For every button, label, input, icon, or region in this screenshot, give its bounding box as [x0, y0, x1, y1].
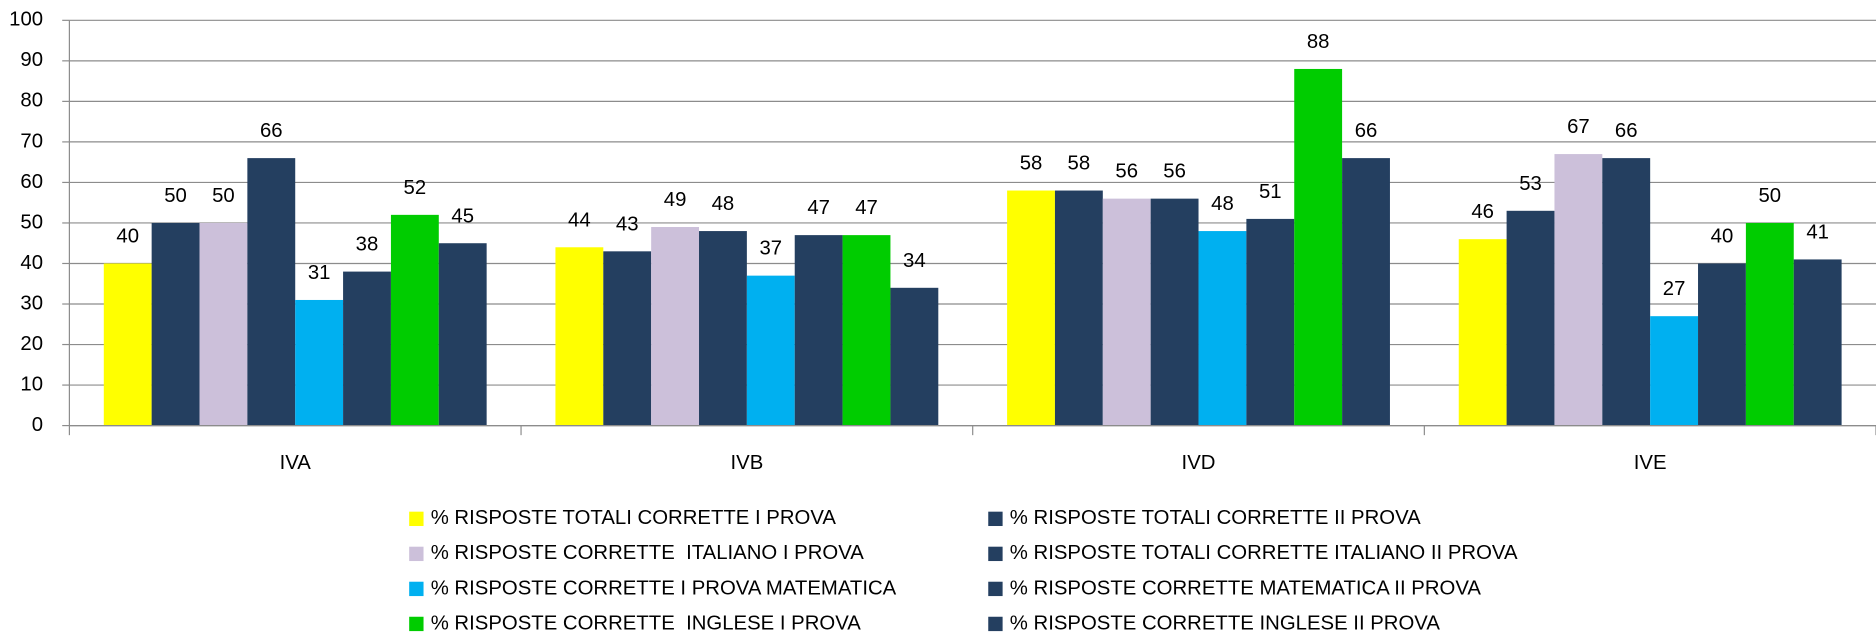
y-tick-label: 60 — [20, 171, 43, 193]
y-tick-label: 30 — [20, 292, 43, 314]
legend-label: % RISPOSTE TOTALI CORRETTE ITALIANO II P… — [1010, 542, 1518, 564]
legend-label: % RISPOSTE CORRETTE INGLESE II PROVA — [1010, 612, 1441, 634]
x-tick-label: IVB — [730, 452, 763, 474]
data-label: 45 — [451, 205, 474, 227]
data-label: 58 — [1068, 153, 1091, 175]
bar — [1745, 222, 1794, 426]
bar — [699, 231, 747, 426]
bar — [651, 227, 700, 426]
bar — [1602, 158, 1651, 426]
bar — [199, 222, 248, 426]
data-label: 38 — [356, 234, 379, 256]
legend-swatch — [988, 511, 1003, 527]
bar — [1650, 316, 1699, 426]
bar — [103, 263, 152, 426]
data-label: 46 — [1471, 201, 1494, 223]
y-tick-label: 0 — [32, 414, 43, 436]
bar — [1007, 190, 1055, 426]
data-label: 47 — [807, 197, 830, 219]
bar — [1246, 218, 1295, 426]
bar — [1342, 158, 1390, 426]
legend-swatch — [409, 581, 424, 597]
bar — [1294, 68, 1343, 426]
data-label: 27 — [1663, 278, 1686, 300]
data-label: 51 — [1259, 181, 1282, 203]
y-tick-label: 40 — [20, 252, 43, 274]
data-label: 52 — [404, 177, 427, 199]
y-tick-label: 100 — [9, 9, 43, 31]
data-label: 56 — [1163, 161, 1186, 183]
bar — [1198, 231, 1247, 426]
data-label: 88 — [1307, 31, 1330, 53]
bar — [343, 271, 391, 426]
bar — [842, 235, 891, 426]
legend-swatch — [988, 616, 1003, 632]
data-label: 44 — [568, 209, 591, 231]
data-label: 34 — [903, 250, 926, 272]
data-label: 66 — [1615, 120, 1638, 142]
legend-swatch — [409, 546, 424, 562]
data-label: 41 — [1806, 222, 1829, 244]
bar — [247, 158, 296, 426]
legend-swatch — [988, 581, 1003, 597]
bar — [1102, 198, 1151, 426]
y-tick-label: 20 — [20, 333, 43, 355]
data-label: 40 — [1711, 226, 1734, 248]
data-label: 50 — [212, 185, 235, 207]
bar — [295, 299, 344, 426]
bar — [1054, 190, 1103, 426]
bar — [1793, 259, 1842, 426]
data-label: 49 — [664, 189, 687, 211]
bar — [890, 287, 939, 426]
legend-label: % RISPOSTE CORRETTE MATEMATICA II PROVA — [1010, 577, 1482, 599]
data-label: 58 — [1020, 153, 1043, 175]
data-label: 47 — [855, 197, 878, 219]
legend-label: % RISPOSTE TOTALI CORRETTE II PROVA — [1010, 507, 1421, 529]
bar — [151, 222, 200, 426]
legend-swatch — [409, 616, 424, 632]
bar — [1698, 263, 1746, 426]
bar — [438, 243, 487, 426]
x-tick-label: IVA — [280, 452, 312, 474]
bar — [1554, 154, 1603, 426]
data-label: 53 — [1519, 173, 1542, 195]
data-label: 43 — [616, 213, 639, 235]
bar — [390, 214, 439, 426]
data-label: 66 — [260, 120, 283, 142]
data-label: 66 — [1355, 120, 1378, 142]
x-tick-label: IVD — [1182, 452, 1216, 474]
data-label: 67 — [1567, 116, 1590, 138]
legend-label: % RISPOSTE TOTALI CORRETTE I PROVA — [431, 507, 837, 529]
bar — [746, 275, 795, 426]
legend-label: % RISPOSTE CORRETTE INGLESE I PROVA — [431, 612, 862, 634]
data-label: 48 — [1211, 193, 1234, 215]
y-tick-label: 50 — [20, 211, 43, 233]
data-label: 40 — [116, 226, 139, 248]
data-label: 56 — [1115, 161, 1138, 183]
data-label: 50 — [164, 185, 187, 207]
data-label: 48 — [712, 193, 735, 215]
bar — [1150, 198, 1199, 426]
legend-swatch — [409, 511, 424, 527]
x-tick-label: IVE — [1634, 452, 1667, 474]
y-tick-label: 10 — [20, 373, 43, 395]
bar — [794, 235, 843, 426]
bar — [1458, 239, 1507, 426]
legend-label: % RISPOSTE CORRETTE I PROVA MATEMATICA — [431, 577, 897, 599]
y-tick-label: 70 — [20, 130, 43, 152]
bar — [603, 251, 652, 426]
legend-label: % RISPOSTE CORRETTE ITALIANO I PROVA — [431, 542, 865, 564]
y-tick-label: 80 — [20, 90, 43, 112]
bar — [1506, 210, 1555, 426]
data-label: 31 — [308, 262, 331, 284]
bar — [555, 247, 604, 426]
y-tick-label: 90 — [20, 49, 43, 71]
data-label: 37 — [759, 238, 782, 260]
data-label: 50 — [1759, 185, 1782, 207]
legend-swatch — [988, 546, 1003, 562]
